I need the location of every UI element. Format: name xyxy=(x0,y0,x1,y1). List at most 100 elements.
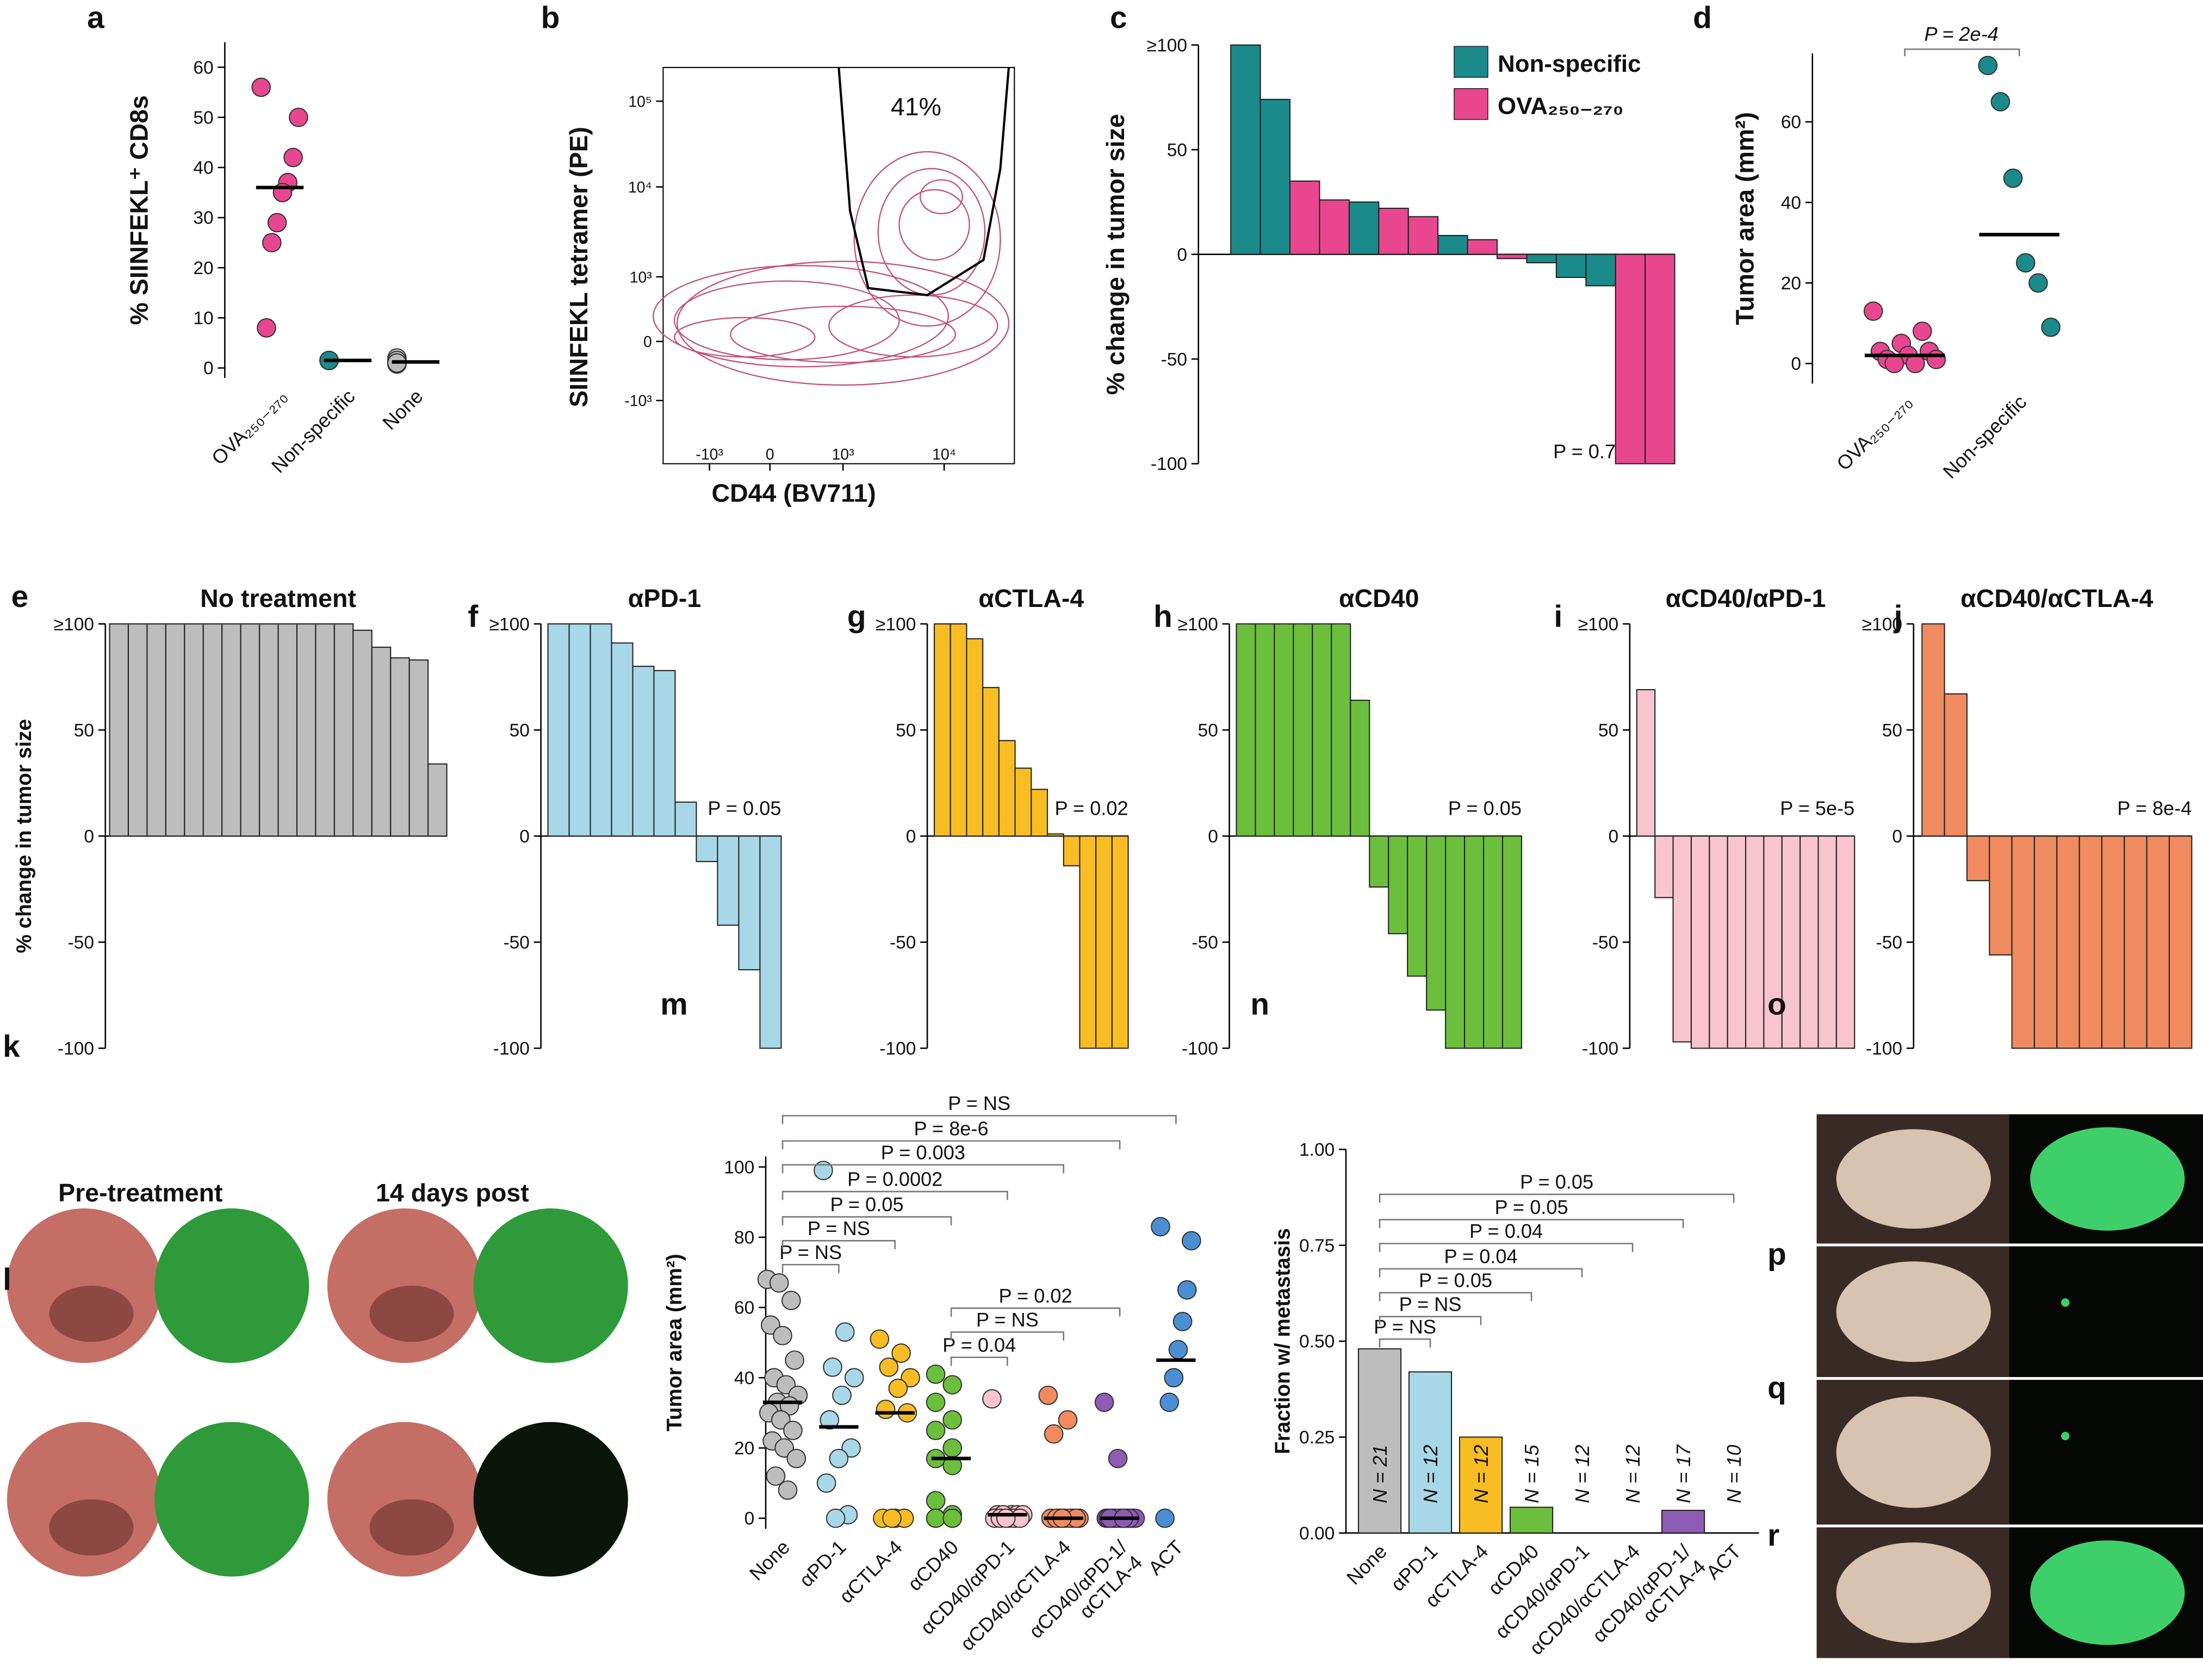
panel-letter: h xyxy=(1153,599,1172,634)
photo-detail xyxy=(1836,1396,1991,1508)
significance-bracket xyxy=(781,1216,952,1225)
data-point xyxy=(766,1466,786,1486)
panel-letter: k xyxy=(3,1030,20,1064)
y-tick-label: ≥100 xyxy=(489,615,530,635)
bar xyxy=(221,623,241,837)
contour-line xyxy=(877,168,986,296)
data-point xyxy=(289,107,308,127)
y-tick-label: ≥100 xyxy=(1578,615,1618,635)
x-tick-label: 10³ xyxy=(832,446,854,463)
y-tick-label: 60 xyxy=(193,58,213,78)
data-point xyxy=(785,1350,804,1370)
bar-annotation: N = 15 xyxy=(1521,1445,1543,1503)
x-tick-label: 10⁴ xyxy=(932,446,956,463)
y-tick-label: -50 xyxy=(1192,933,1218,953)
data-point xyxy=(262,233,282,253)
significance-bracket xyxy=(1379,1316,1482,1325)
bar xyxy=(1031,789,1048,837)
bar xyxy=(2011,835,2036,1049)
significance-label: P = 0.04 xyxy=(1444,1245,1518,1268)
y-tick-label: ≥100 xyxy=(1177,615,1218,635)
bar xyxy=(1014,767,1032,837)
bar xyxy=(568,623,591,837)
data-point xyxy=(826,1508,846,1528)
y-tick-label: 0.00 xyxy=(1299,1523,1335,1543)
data-point xyxy=(251,77,271,97)
bar xyxy=(315,623,335,837)
endoscopy-image xyxy=(473,1208,628,1363)
contour-line xyxy=(853,151,1001,327)
legend-label: Non-specific xyxy=(1498,51,1641,77)
bar xyxy=(184,623,204,837)
data-point xyxy=(1168,1340,1188,1360)
bar xyxy=(611,642,634,837)
bar xyxy=(1236,623,1256,837)
bar xyxy=(1781,835,1801,1049)
y-tick-label: 1.00 xyxy=(1299,1140,1335,1160)
bar xyxy=(1501,835,1523,1049)
bar-annotation: N = 12 xyxy=(1419,1445,1442,1503)
contour-line xyxy=(920,179,963,214)
bar xyxy=(1467,239,1498,255)
y-tick-label: -50 xyxy=(890,933,916,953)
bar xyxy=(296,623,317,837)
data-point xyxy=(769,1273,789,1293)
data-point xyxy=(773,1325,792,1346)
y-tick-label: -100 xyxy=(1866,1039,1902,1059)
y-tick-label: 20 xyxy=(734,1439,754,1459)
y-tick-label: -50 xyxy=(68,933,95,953)
data-point xyxy=(267,213,287,233)
bar xyxy=(1047,833,1064,837)
bar xyxy=(2124,835,2148,1049)
y-tick-label: 30 xyxy=(193,208,213,228)
panel-letter: a xyxy=(87,1,104,35)
significance-label: P = 0.05 xyxy=(1419,1269,1492,1292)
y-tick-label: 0 xyxy=(1791,354,1801,374)
annotation: P = 5e-5 xyxy=(1780,797,1854,820)
bar xyxy=(333,623,354,837)
y-tick-label: 0 xyxy=(1609,827,1619,847)
data-point xyxy=(778,1480,798,1500)
significance-bracket xyxy=(781,1115,1177,1124)
y-tick-label: ≥100 xyxy=(54,615,94,635)
bar xyxy=(1331,623,1351,837)
y-tick-label: 10⁴ xyxy=(628,179,652,196)
data-point xyxy=(1990,92,2010,111)
y-axis-label: Tumor area (mm²) xyxy=(1730,112,1759,325)
bar xyxy=(1727,835,1747,1049)
panel-letter: r xyxy=(1767,1518,1779,1553)
fluorescence-detail xyxy=(2030,1127,2185,1231)
bar xyxy=(1585,253,1616,287)
bar xyxy=(966,638,984,837)
bar xyxy=(1690,835,1710,1049)
bar xyxy=(408,659,429,837)
data-point xyxy=(1155,1508,1175,1528)
bar xyxy=(1799,835,1819,1049)
panel-title: No treatment xyxy=(200,584,356,612)
data-point xyxy=(879,1357,899,1377)
significance-bracket xyxy=(781,1240,896,1249)
data-point xyxy=(888,1378,908,1398)
contour-line xyxy=(673,280,900,361)
y-tick-label: 50 xyxy=(1198,721,1218,741)
x-tick-label: -10³ xyxy=(696,446,723,463)
data-point xyxy=(926,1508,946,1528)
bar xyxy=(2056,835,2080,1049)
significance-bracket xyxy=(1379,1219,1684,1229)
significance-label: P = NS xyxy=(976,1309,1039,1331)
data-point xyxy=(1912,321,1932,341)
bar xyxy=(2101,835,2125,1049)
significance-label: P = 0.05 xyxy=(1495,1196,1568,1218)
data-point xyxy=(841,1438,861,1458)
data-point xyxy=(814,1161,833,1180)
significance-label: P = 0.04 xyxy=(942,1334,1016,1356)
y-tick-label: 50 xyxy=(74,721,94,741)
data-point xyxy=(982,1389,1002,1409)
bar xyxy=(1555,253,1587,278)
bar xyxy=(427,763,448,837)
image-detail xyxy=(49,1286,134,1342)
bar xyxy=(1661,1510,1705,1534)
data-point xyxy=(2015,253,2036,273)
data-point xyxy=(783,1421,803,1440)
data-point xyxy=(1164,1368,1184,1388)
